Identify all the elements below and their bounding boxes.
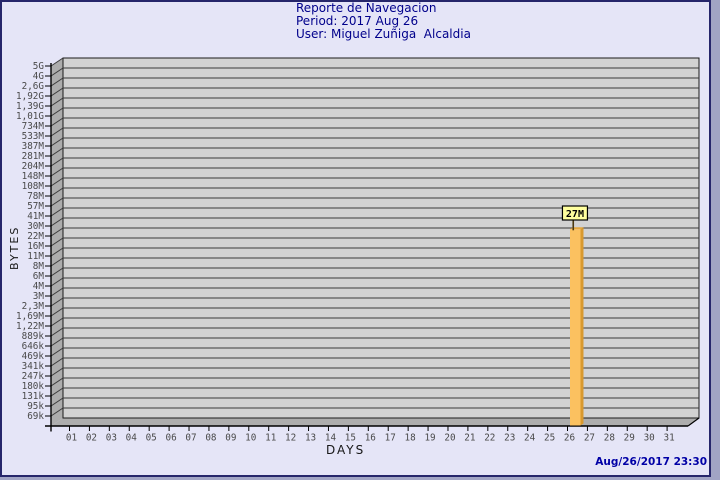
bar-value-callout [561, 205, 589, 221]
x-tick-label: 16 [365, 433, 376, 444]
bar [570, 229, 581, 426]
y-tick-label: 533M [22, 131, 45, 142]
y-tick-label: 8M [33, 261, 45, 272]
bar-value-label: 27M [566, 209, 584, 220]
x-tick-label: 10 [245, 433, 256, 444]
bar-side [580, 227, 584, 426]
x-tick-label: 03 [106, 433, 117, 444]
y-tick-label: 5G [33, 61, 45, 72]
x-tick-label: 15 [345, 433, 356, 444]
y-tick-label: 469k [22, 351, 45, 362]
y-axis-title: BYTES [8, 225, 21, 270]
x-tick-label: 26 [564, 433, 575, 444]
x-tick-label: 29 [624, 433, 635, 444]
x-tick-label: 11 [265, 433, 276, 444]
x-tick-label: 02 [86, 433, 97, 444]
x-tick-label: 21 [464, 433, 475, 444]
y-tick-label: 1,92G [16, 91, 44, 102]
x-tick-label: 06 [165, 433, 176, 444]
y-tick-label: 57M [27, 201, 44, 212]
x-tick-label: 17 [385, 433, 396, 444]
x-tick-label: 01 [66, 433, 77, 444]
x-tick-label: 20 [444, 433, 455, 444]
y-tick-label: 11M [27, 251, 44, 262]
y-tick-label: 247k [22, 371, 45, 382]
y-tick-label: 1,01G [16, 111, 44, 122]
generated-timestamp: Aug/26/2017 23:30 [595, 456, 707, 468]
y-tick-label: 22M [27, 231, 44, 242]
x-tick-label: 22 [484, 433, 495, 444]
y-tick-label: 204M [22, 161, 45, 172]
y-tick-label: 1,39G [16, 101, 44, 112]
y-tick-label: 131k [22, 391, 45, 402]
y-tick-label: 281M [22, 151, 45, 162]
x-tick-label: 25 [544, 433, 555, 444]
y-tick-label: 2,3M [22, 301, 45, 312]
x-tick-label: 18 [405, 433, 416, 444]
x-tick-label: 30 [644, 433, 655, 444]
y-tick-label: 341k [22, 361, 45, 372]
y-tick-label: 1,22M [16, 321, 44, 332]
x-tick-label: 07 [185, 433, 196, 444]
y-tick-label: 6M [33, 271, 45, 282]
y-tick-label: 387M [22, 141, 45, 152]
report-title: Reporte de Navegacion [296, 1, 437, 15]
y-tick-label: 3M [33, 291, 45, 302]
y-tick-label: 4M [33, 281, 45, 292]
x-axis-title: DAYS [326, 443, 366, 457]
y-tick-label: 16M [27, 241, 44, 252]
y-tick-label: 95k [27, 401, 44, 412]
report-period: Period: 2017 Aug 26 [296, 14, 419, 28]
y-tick-label: 1,69M [16, 311, 44, 322]
x-tick-label: 31 [663, 433, 674, 444]
x-tick-label: 14 [325, 433, 337, 444]
plot-floor [51, 418, 699, 426]
y-tick-label: 646k [22, 341, 45, 352]
y-tick-label: 2,6G [22, 81, 45, 92]
x-tick-label: 09 [225, 433, 236, 444]
x-tick-label: 27 [584, 433, 595, 444]
y-tick-label: 78M [27, 191, 44, 202]
y-tick-label: 148M [22, 171, 45, 182]
y-tick-label: 180k [22, 381, 45, 392]
report-user: User: Miguel Zuñiga Alcaldia [296, 27, 471, 41]
y-tick-label: 4G [33, 71, 45, 82]
y-tick-label: 69k [27, 411, 44, 422]
y-tick-label: 41M [27, 211, 44, 222]
x-tick-label: 13 [305, 433, 316, 444]
x-tick-label: 08 [205, 433, 216, 444]
y-tick-label: 734M [22, 121, 45, 132]
report-header: Reporte de Navegacion Period: 2017 Aug 2… [296, 2, 471, 41]
y-tick-label: 30M [27, 221, 44, 232]
y-tick-label: 889k [22, 331, 45, 342]
x-tick-label: 12 [285, 433, 296, 444]
x-tick-label: 19 [424, 433, 435, 444]
x-tick-label: 28 [604, 433, 615, 444]
y-tick-label: 108M [22, 181, 45, 192]
x-tick-label: 05 [146, 433, 157, 444]
x-tick-label: 04 [126, 433, 138, 444]
x-tick-label: 23 [504, 433, 515, 444]
x-tick-label: 24 [524, 433, 536, 444]
